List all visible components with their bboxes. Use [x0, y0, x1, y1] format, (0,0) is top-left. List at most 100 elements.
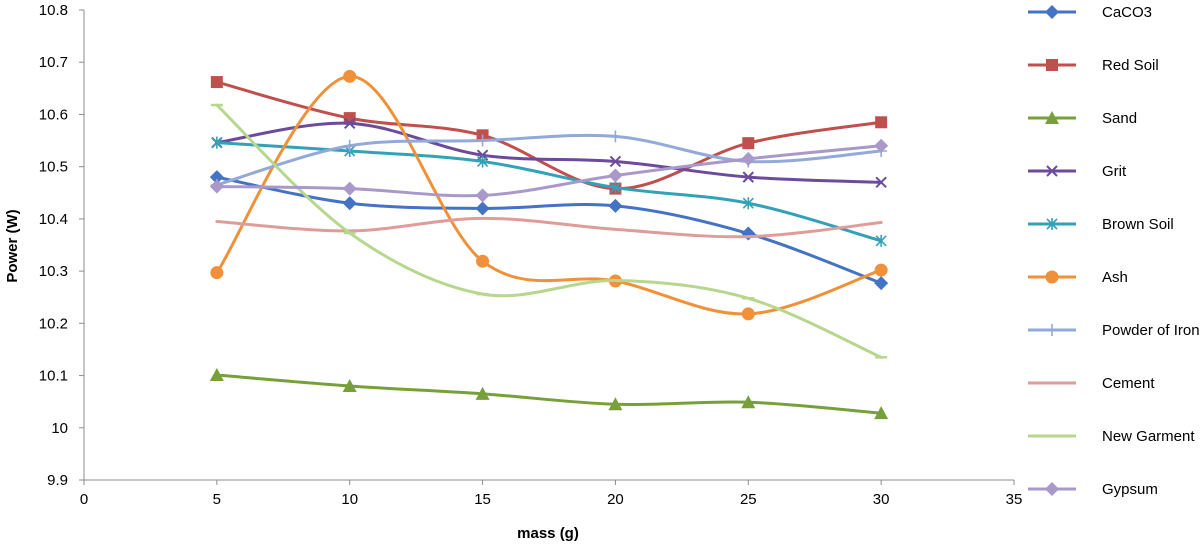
- series-line-red-soil: [215, 80, 883, 191]
- data-point-sand: [209, 368, 224, 382]
- x-tick-label: 30: [873, 491, 890, 508]
- series-new-garment: [210, 103, 888, 359]
- legend-marker: [1045, 111, 1059, 124]
- legend-item-new-garment: New Garment: [1028, 428, 1195, 445]
- legend-label: Cement: [1102, 375, 1155, 392]
- legend-label: Brown Soil: [1102, 216, 1174, 233]
- legend-label: Sand: [1102, 110, 1137, 127]
- data-point-caco3: [741, 226, 756, 241]
- data-point-gypsum: [475, 188, 490, 203]
- y-axis-title: Power (W): [4, 209, 21, 282]
- y-tick-label: 10.7: [39, 54, 68, 71]
- y-tick-label: 10.2: [39, 315, 68, 332]
- x-tick-label: 15: [474, 491, 491, 508]
- x-tick-label: 20: [607, 491, 624, 508]
- x-tick-label: 5: [213, 491, 221, 508]
- legend-marker: [1046, 165, 1058, 177]
- data-point-brown-soil: [609, 181, 621, 194]
- legend-marker: [1046, 59, 1058, 71]
- series-gypsum: [209, 138, 889, 203]
- data-point-grit: [875, 176, 887, 189]
- series-layer: [209, 69, 889, 420]
- legend-marker: [1045, 270, 1059, 284]
- series-line-grit: [215, 121, 883, 184]
- data-point-powder-of-iron: [609, 130, 622, 143]
- legend-item-gypsum: Gypsum: [1028, 481, 1158, 498]
- legend-marker: [1046, 218, 1058, 230]
- x-tick-label: 25: [740, 491, 757, 508]
- data-point-sand: [874, 406, 889, 420]
- data-point-caco3: [475, 201, 490, 216]
- y-tick-label: 10: [51, 420, 68, 437]
- y-tick-label: 9.9: [47, 472, 68, 489]
- legend-label: Grit: [1102, 163, 1127, 180]
- series-line-sand: [215, 373, 883, 415]
- series-ash: [210, 69, 888, 321]
- data-point-sand: [342, 379, 357, 392]
- series-line-caco3: [215, 175, 883, 285]
- series-line-brown-soil: [215, 141, 883, 243]
- legend-label: Red Soil: [1102, 57, 1159, 74]
- legend-marker: [1046, 324, 1058, 336]
- legend-item-ash: Ash: [1028, 269, 1128, 286]
- data-point-sand: [475, 386, 490, 400]
- series-line-gypsum: [215, 144, 883, 198]
- plot-area: 0 5 10 15 20 25 30 35 9.9 10 10.1 10.2 10.3 10.4 10.5…: [39, 2, 1023, 508]
- data-point-powder-of-iron: [343, 139, 356, 152]
- data-point-grit: [742, 171, 754, 183]
- legend-label: Powder of Iron: [1102, 322, 1200, 339]
- data-point-gypsum: [608, 168, 623, 183]
- legend-label: New Garment: [1102, 428, 1195, 445]
- series-line-powder-of-iron: [215, 133, 883, 187]
- data-point-caco3: [342, 196, 357, 211]
- data-point-ash: [741, 307, 755, 321]
- data-point-gypsum: [342, 181, 357, 196]
- data-point-sand: [608, 397, 623, 411]
- data-point-brown-soil: [742, 197, 754, 210]
- x-tick-label: 0: [80, 491, 88, 508]
- data-point-caco3: [874, 276, 889, 291]
- y-tick-label: 10.4: [39, 211, 68, 228]
- data-point-ash: [476, 254, 490, 268]
- series-line-cement: [215, 216, 883, 239]
- data-point-grit: [344, 117, 356, 130]
- legend-item-cement: Cement: [1028, 375, 1155, 392]
- legend-item-red-soil: Red Soil: [1028, 57, 1159, 74]
- legend-marker: [1045, 482, 1059, 496]
- data-point-gypsum: [741, 151, 756, 166]
- series-line-new-garment: [215, 103, 883, 359]
- legend-label: Ash: [1102, 269, 1128, 286]
- data-point-gypsum: [874, 138, 889, 153]
- legend-item-grit: Grit: [1028, 163, 1127, 180]
- data-point-grit: [609, 155, 622, 168]
- data-point-ash: [210, 266, 224, 280]
- data-point-sand: [741, 395, 756, 409]
- legend-item-brown-soil: Brown Soil: [1028, 216, 1174, 233]
- data-point-red-soil: [210, 76, 223, 89]
- x-tick-label: 35: [1006, 491, 1023, 508]
- legend-item-caco3: CaCO3: [1028, 4, 1152, 21]
- data-point-red-soil: [742, 137, 755, 150]
- legend: CaCO3 Red Soil Sand Grit Brown Soil Ash Powder…: [1028, 4, 1200, 498]
- x-axis-ticks: 0 5 10 15 20 25 30 35: [80, 480, 1023, 508]
- data-point-caco3: [608, 198, 623, 213]
- legend-label: CaCO3: [1102, 4, 1152, 21]
- data-point-powder-of-iron: [476, 134, 489, 147]
- x-tick-label: 10: [341, 491, 358, 508]
- series-line-ash: [215, 74, 883, 316]
- y-axis-ticks: 9.9 10 10.1 10.2 10.3 10.4 10.5 10.6 10.7 10.8: [39, 2, 84, 489]
- legend-label: Gypsum: [1102, 481, 1158, 498]
- series-cement: [215, 216, 883, 239]
- data-point-brown-soil: [875, 234, 887, 247]
- y-tick-label: 10.3: [39, 263, 68, 280]
- data-point-ash: [343, 69, 357, 83]
- data-point-caco3: [209, 170, 224, 185]
- data-point-red-soil: [875, 116, 888, 129]
- y-tick-label: 10.8: [39, 2, 68, 19]
- y-tick-label: 10.6: [39, 106, 68, 123]
- series-sand: [209, 368, 889, 420]
- y-tick-label: 10.5: [39, 159, 68, 176]
- data-point-ash: [874, 263, 888, 277]
- legend-marker: [1045, 5, 1059, 19]
